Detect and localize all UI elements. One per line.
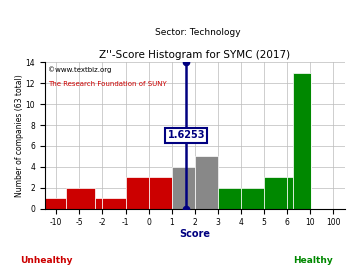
Bar (0, 198, 66, 209)
X-axis label: Score: Score (179, 229, 210, 239)
Text: Unhealthy: Unhealthy (21, 256, 73, 265)
Bar (172, 167, 195, 209)
Text: Sector: Technology: Sector: Technology (155, 28, 241, 37)
Y-axis label: Number of companies (63 total): Number of companies (63 total) (15, 74, 24, 197)
Bar (126, 177, 149, 209)
Bar (95, 198, 103, 209)
Bar (195, 156, 218, 209)
Bar (287, 177, 293, 209)
Bar (66, 188, 95, 209)
Bar (293, 73, 311, 209)
Bar (149, 177, 172, 209)
Title: Z''-Score Histogram for SYMC (2017): Z''-Score Histogram for SYMC (2017) (99, 50, 291, 60)
Text: ©www.textbiz.org: ©www.textbiz.org (48, 67, 111, 73)
Text: Healthy: Healthy (293, 256, 333, 265)
Text: 1.6253: 1.6253 (167, 130, 205, 140)
Bar (218, 188, 241, 209)
Bar (103, 198, 126, 209)
Bar (264, 177, 287, 209)
Text: The Research Foundation of SUNY: The Research Foundation of SUNY (48, 81, 166, 87)
Bar (241, 188, 264, 209)
